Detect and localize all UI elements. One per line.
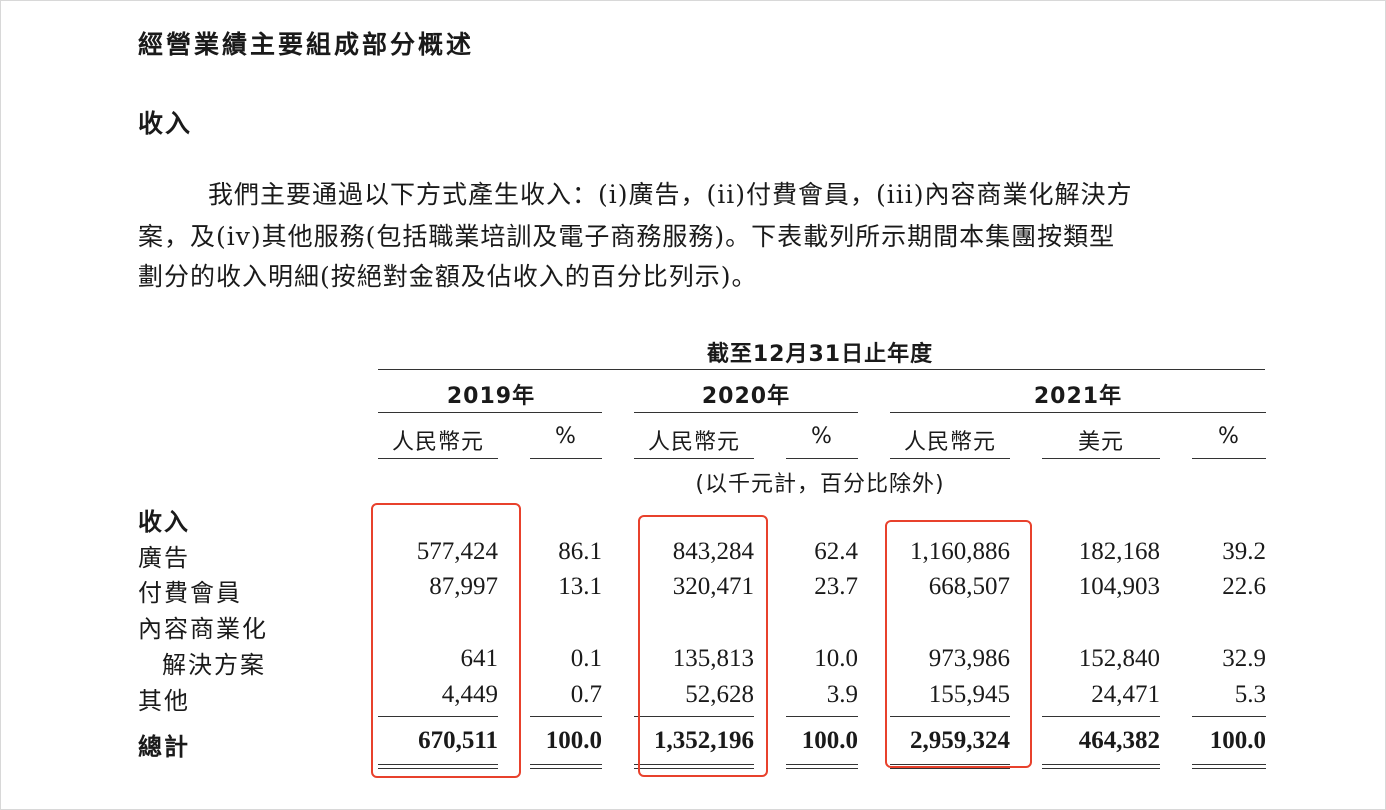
cell: 5.3: [1234, 681, 1266, 708]
cell: 152,840: [1078, 645, 1160, 672]
col-rule: [1192, 458, 1266, 459]
cell: 182,168: [1078, 538, 1160, 565]
total-double-rule: [1192, 764, 1266, 769]
year-rule-2019: [378, 412, 602, 413]
highlight-box-2019: [371, 503, 521, 778]
row-label-total: 總計: [138, 733, 190, 761]
cell: 320,471: [672, 573, 754, 600]
row-label-content: 內容商業化: [138, 615, 268, 643]
paragraph-line-1: 我們主要通過以下方式產生收入：(i)廣告，(ii)付費會員，(iii)內容商業化…: [208, 180, 1133, 209]
cell: 100.0: [1209, 727, 1266, 754]
section-title: 經營業績主要組成部分概述: [138, 30, 475, 59]
cell: 39.2: [1222, 538, 1266, 565]
cell: 62.4: [814, 538, 858, 565]
cell: 3.9: [826, 681, 858, 708]
total-double-rule: [530, 764, 602, 769]
cell: 2,959,324: [910, 727, 1010, 754]
total-double-rule: [786, 764, 858, 769]
cell: 13.1: [558, 573, 602, 600]
col-pct-2021: %: [1218, 424, 1240, 449]
subtotal-rule: [1192, 716, 1266, 717]
cell: 32.9: [1222, 645, 1266, 672]
year-rule-2021: [890, 412, 1266, 413]
year-2019: 2019年: [446, 384, 536, 409]
cell: 670,511: [418, 727, 498, 754]
cell: 1,352,196: [654, 727, 754, 754]
cell: 4,449: [441, 681, 498, 708]
subtotal-rule: [890, 716, 1010, 717]
cell: 0.1: [570, 645, 602, 672]
cell: 100.0: [545, 727, 602, 754]
cell: 1,160,886: [910, 538, 1010, 565]
total-double-rule: [378, 764, 498, 769]
col-pct-2019: %: [555, 424, 577, 449]
header-rule: [378, 369, 1265, 370]
total-double-rule: [1042, 764, 1160, 769]
cell: 23.7: [814, 573, 858, 600]
cell: 87,997: [429, 573, 498, 600]
highlight-box-2020: [638, 515, 768, 777]
subtotal-rule: [634, 716, 754, 717]
cell: 577,424: [416, 538, 498, 565]
subtotal-rule: [1042, 716, 1160, 717]
row-label-content-cont: 解決方案: [162, 651, 266, 679]
cell: 641: [460, 645, 499, 672]
subsection-title: 收入: [138, 109, 193, 138]
col-rmb-2021: 人民幣元: [903, 430, 996, 455]
row-label-other: 其他: [138, 687, 190, 715]
col-rule: [786, 458, 858, 459]
col-pct-2020: %: [811, 424, 833, 449]
cell: 668,507: [928, 573, 1010, 600]
paragraph-line-2: 案，及(iv)其他服務(包括職業培訓及電子商務服務)。下表載列所示期間本集團按類…: [138, 222, 1116, 251]
paragraph-line-3: 劃分的收入明細(按絕對金額及佔收入的百分比列示)。: [138, 262, 758, 291]
col-rule: [378, 458, 498, 459]
col-rmb-2020: 人民幣元: [647, 430, 740, 455]
col-usd-2021: 美元: [1077, 430, 1124, 455]
col-rmb-2019: 人民幣元: [391, 430, 484, 455]
cell: 10.0: [814, 645, 858, 672]
cell: 52,628: [685, 681, 754, 708]
cell: 464,382: [1078, 727, 1160, 754]
cell: 86.1: [558, 538, 602, 565]
cell: 22.6: [1222, 573, 1266, 600]
year-rule-2020: [634, 412, 858, 413]
year-2021: 2021年: [1033, 384, 1123, 409]
subtotal-rule: [378, 716, 498, 717]
total-double-rule: [890, 764, 1010, 769]
col-rule: [890, 458, 1010, 459]
cell: 24,471: [1091, 681, 1160, 708]
cell: 100.0: [801, 727, 858, 754]
cell: 135,813: [672, 645, 754, 672]
highlight-box-2021: [885, 520, 1032, 768]
subtotal-rule: [786, 716, 858, 717]
period-header: 截至12月31日止年度: [706, 342, 934, 367]
subtotal-rule: [530, 716, 602, 717]
cell: 155,945: [928, 681, 1010, 708]
cell: 843,284: [672, 538, 754, 565]
col-rule: [634, 458, 754, 459]
cell: 0.7: [570, 681, 602, 708]
row-label-membership: 付費會員: [138, 579, 242, 607]
cell: 104,903: [1078, 573, 1160, 600]
row-label-advertising: 廣告: [138, 544, 190, 572]
col-rule: [530, 458, 602, 459]
cell: 973,986: [928, 645, 1010, 672]
year-2020: 2020年: [701, 384, 791, 409]
unit-note: (以千元計，百分比除外): [695, 472, 945, 497]
row-section-label: 收入: [138, 508, 190, 536]
col-rule: [1042, 458, 1160, 459]
total-double-rule: [634, 764, 754, 769]
